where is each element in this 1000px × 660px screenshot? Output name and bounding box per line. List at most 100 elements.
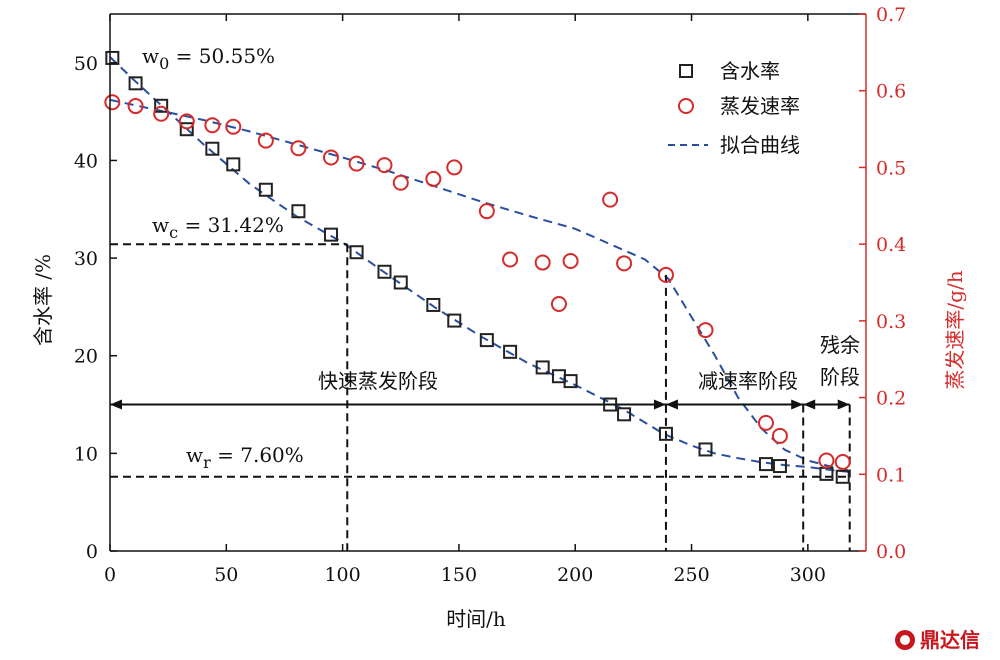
evaporation-rate-point bbox=[348, 155, 365, 172]
stage-arrow-head-right bbox=[653, 399, 666, 410]
evaporation-rate-point bbox=[446, 159, 463, 176]
legend-label-water-content: 含水率 bbox=[720, 59, 780, 83]
water-content-point bbox=[658, 426, 673, 441]
x-tick-label: 50 bbox=[214, 564, 238, 586]
evaporation-rate-point bbox=[322, 149, 339, 166]
stage-arrow-head-right bbox=[791, 399, 804, 410]
water-content-point bbox=[393, 275, 408, 290]
stage-arrows bbox=[110, 399, 850, 410]
stage-arrow-head-left bbox=[110, 399, 122, 410]
x-tick-label: 0 bbox=[104, 564, 116, 586]
evaporation-rate-point bbox=[616, 255, 633, 272]
water-content-point bbox=[323, 227, 338, 242]
evaporation-rate-point bbox=[602, 191, 619, 208]
evaporation-rate-point bbox=[178, 113, 195, 130]
stage-label-residual-line1: 残余 bbox=[820, 333, 860, 357]
evaporation-rate-point bbox=[257, 132, 274, 149]
stage-arrow-head-left bbox=[665, 399, 678, 410]
evaporation-rate-point bbox=[104, 94, 121, 111]
water-content-point bbox=[154, 98, 169, 113]
water-content-point bbox=[349, 245, 364, 260]
y-right-tick-label: 0.6 bbox=[876, 81, 906, 103]
y-right-tick-label: 0.1 bbox=[876, 464, 906, 486]
y-left-tick-label: 20 bbox=[74, 346, 98, 368]
evaporation-rate-point bbox=[550, 295, 567, 312]
stage-label-residual-line2: 阶段 bbox=[820, 365, 860, 389]
axis-ticks: 0 50 100 150 200 250 300 0 10 20 30 40 50 0.0 0.1 0.2 0.… bbox=[74, 4, 906, 586]
fit-curve-left bbox=[109, 56, 850, 473]
legend-circle-marker bbox=[678, 98, 694, 114]
water-content-point bbox=[535, 360, 550, 375]
legend-label-fit-curve: 拟合曲线 bbox=[720, 133, 800, 157]
watermark-text: 鼎达信 bbox=[920, 628, 980, 652]
stage-arrow-head-left bbox=[803, 399, 816, 410]
legend-square-marker bbox=[679, 64, 693, 78]
evaporation-rate-point bbox=[478, 203, 495, 220]
guide-lines bbox=[110, 243, 851, 551]
wc-annotation: wc = 31.42% bbox=[152, 213, 284, 242]
fit-curves bbox=[109, 56, 850, 473]
x-tick-label: 250 bbox=[673, 564, 709, 586]
y-right-tick-label: 0.3 bbox=[876, 311, 906, 333]
evaporation-rate-point bbox=[562, 253, 579, 270]
evaporation-rate-point bbox=[502, 251, 519, 268]
water-content-point bbox=[226, 157, 241, 172]
watermark: 鼎达信 bbox=[895, 628, 980, 652]
water-content-point bbox=[563, 374, 578, 389]
y-axis-right-label: 蒸发速率/g/h bbox=[943, 270, 967, 389]
evaporation-rate-point bbox=[153, 105, 170, 122]
water-content-point bbox=[258, 182, 273, 197]
x-axis-label: 时间/h bbox=[446, 607, 506, 631]
evaporation-rate-point bbox=[425, 170, 442, 187]
water-content-point bbox=[617, 407, 632, 422]
stage-label-fast: 快速蒸发阶段 bbox=[318, 369, 438, 393]
water-content-point bbox=[603, 397, 618, 412]
w0-annotation: w0 = 50.55% bbox=[142, 44, 275, 73]
water-content-point bbox=[128, 76, 143, 91]
stage-label-decelerating: 减速率阶段 bbox=[698, 369, 798, 393]
y-axis-left-label: 含水率 /% bbox=[31, 254, 55, 346]
evaporation-rate-point bbox=[697, 322, 714, 339]
y-left-tick-label: 40 bbox=[74, 150, 98, 172]
water-content-point bbox=[105, 50, 120, 65]
y-right-tick-label: 0.7 bbox=[876, 4, 906, 26]
water-content-point bbox=[291, 204, 306, 219]
y-right-tick-label: 0.5 bbox=[876, 157, 906, 179]
evaporation-rate-point bbox=[834, 454, 851, 471]
evaporation-rate-point bbox=[818, 452, 835, 469]
data-points bbox=[104, 50, 851, 484]
y-left-tick-label: 50 bbox=[74, 53, 98, 75]
water-content-point bbox=[377, 264, 392, 279]
water-content-point bbox=[758, 457, 773, 472]
evaporation-rate-point bbox=[534, 254, 551, 271]
evaporation-rate-point bbox=[290, 140, 307, 157]
y-right-tick-label: 0.0 bbox=[876, 541, 906, 563]
evaporation-rate-point bbox=[657, 266, 674, 283]
water-content-point bbox=[426, 297, 441, 312]
evaporation-rate-point bbox=[392, 174, 409, 191]
evaporation-rate-point bbox=[757, 414, 774, 431]
water-content-point bbox=[447, 313, 462, 328]
legend-label-evaporation-rate: 蒸发速率 bbox=[720, 94, 800, 118]
evaporation-rate-point bbox=[771, 427, 788, 444]
x-tick-label: 200 bbox=[557, 564, 593, 586]
water-content-point bbox=[479, 333, 494, 348]
y-left-tick-label: 30 bbox=[74, 248, 98, 270]
brand-logo-icon bbox=[895, 630, 915, 650]
evaporation-rate-point bbox=[204, 117, 221, 134]
evaporation-rate-point bbox=[225, 118, 242, 135]
water-content-point bbox=[503, 344, 518, 359]
water-content-point bbox=[835, 469, 850, 484]
y-right-tick-label: 0.4 bbox=[876, 234, 906, 256]
y-left-tick-label: 0 bbox=[86, 541, 98, 563]
plot-frame bbox=[109, 13, 867, 552]
water-content-point bbox=[698, 442, 713, 457]
evaporation-rate-point bbox=[127, 98, 144, 115]
x-tick-label: 150 bbox=[441, 564, 477, 586]
wr-annotation: wr = 7.60% bbox=[186, 443, 304, 472]
y-left-tick-label: 10 bbox=[74, 443, 98, 465]
y-right-tick-label: 0.2 bbox=[876, 388, 906, 410]
water-content-point bbox=[179, 122, 194, 137]
x-tick-label: 300 bbox=[790, 564, 826, 586]
